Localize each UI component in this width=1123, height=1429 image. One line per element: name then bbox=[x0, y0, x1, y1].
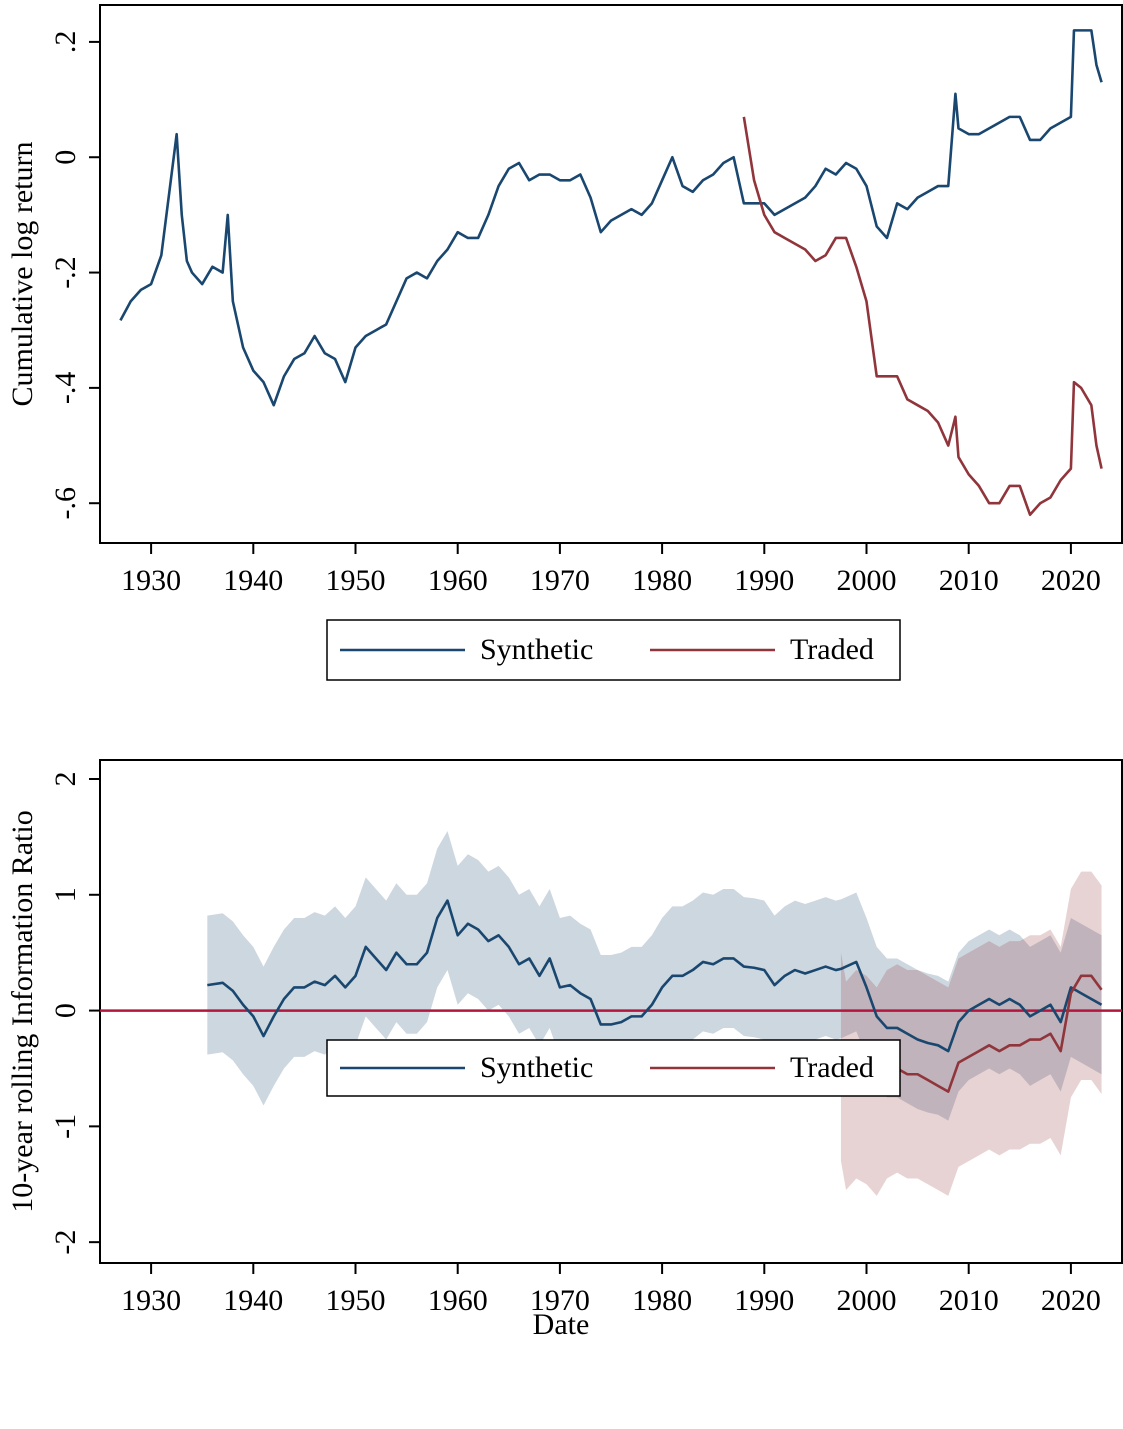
y-tick-label: -2 bbox=[49, 1230, 82, 1255]
x-tick-label: 1960 bbox=[428, 1284, 488, 1317]
x-tick-label: 1930 bbox=[121, 564, 181, 597]
x-axis-title: Date bbox=[533, 1308, 590, 1341]
x-tick-label: 2020 bbox=[1041, 1284, 1101, 1317]
x-tick-label: 1940 bbox=[223, 1284, 283, 1317]
x-tick-label: 1970 bbox=[530, 564, 590, 597]
y-tick-label: 0 bbox=[49, 1003, 82, 1018]
x-tick-label: 1990 bbox=[734, 1284, 794, 1317]
legend-label: Synthetic bbox=[480, 633, 593, 666]
y-tick-label: 1 bbox=[49, 887, 82, 902]
x-tick-label: 1930 bbox=[121, 1284, 181, 1317]
x-tick-label: 1950 bbox=[326, 1284, 386, 1317]
y-tick-label: -.6 bbox=[49, 487, 82, 520]
x-tick-label: 2000 bbox=[837, 1284, 897, 1317]
x-tick-label: 1960 bbox=[428, 564, 488, 597]
y-tick-label: 2 bbox=[49, 771, 82, 786]
legend-label: Traded bbox=[790, 633, 874, 666]
y-tick-label: 0 bbox=[49, 150, 82, 165]
x-tick-label: 2010 bbox=[939, 1284, 999, 1317]
x-tick-label: 1950 bbox=[326, 564, 386, 597]
x-tick-label: 1980 bbox=[632, 1284, 692, 1317]
x-tick-label: 2010 bbox=[939, 564, 999, 597]
y-axis-title: Cumulative log return bbox=[6, 142, 39, 407]
series-line bbox=[119, 29, 1103, 407]
legend-label: Traded bbox=[790, 1051, 874, 1084]
y-tick-label: -.4 bbox=[49, 372, 82, 405]
x-tick-label: 1970 bbox=[530, 1284, 590, 1317]
series-line bbox=[207, 899, 1103, 1053]
x-tick-label: 1940 bbox=[223, 564, 283, 597]
legend-label: Synthetic bbox=[480, 1051, 593, 1084]
y-tick-label: .2 bbox=[49, 31, 82, 54]
plot-frame bbox=[99, 4, 1123, 544]
series-line bbox=[742, 116, 1103, 517]
x-tick-label: 1980 bbox=[632, 564, 692, 597]
x-tick-label: 2000 bbox=[837, 564, 897, 597]
x-tick-label: 2020 bbox=[1041, 564, 1101, 597]
x-tick-label: 1990 bbox=[734, 564, 794, 597]
y-tick-label: -.2 bbox=[49, 256, 82, 289]
confidence-band bbox=[840, 871, 1102, 1196]
y-tick-label: -1 bbox=[49, 1114, 82, 1139]
y-axis-title: 10-year rolling Information Ratio bbox=[6, 810, 39, 1212]
